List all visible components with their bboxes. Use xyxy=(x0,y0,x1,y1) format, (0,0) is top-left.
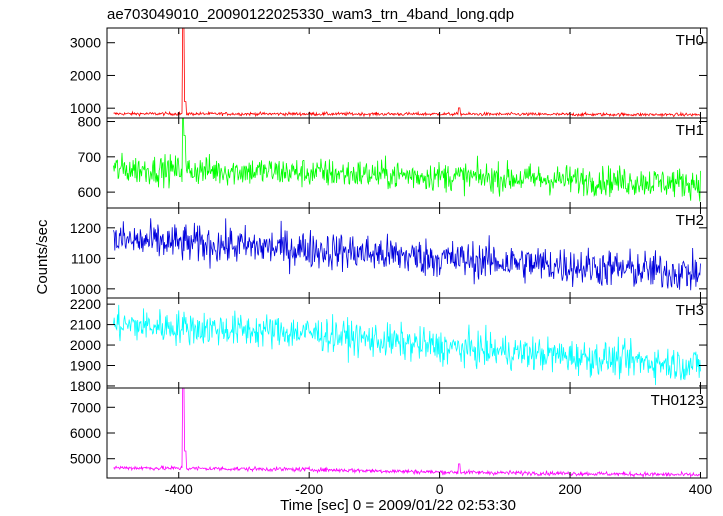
panels-group: 1000 2000 3000 TH0 600 700 800 TH1 1000 1100 1200 T… xyxy=(70,27,708,479)
y-tick-label: 700 xyxy=(78,149,102,165)
chart-title: ae703049010_20090122025330_wam3_trn_4ban… xyxy=(107,6,514,23)
y-tick-label: 5000 xyxy=(70,451,101,467)
y-tick-label: 800 xyxy=(78,114,102,130)
y-tick-label: 1800 xyxy=(70,378,101,394)
y-tick-label: 600 xyxy=(78,184,102,200)
y-tick-label: 1900 xyxy=(70,358,101,374)
y-tick-label: 2000 xyxy=(70,67,101,83)
x-tick-label: 0 xyxy=(436,481,444,497)
panel-th2: 1000 1100 1200 TH2 xyxy=(70,207,708,299)
y-tick-label: 6000 xyxy=(70,425,101,441)
x-axis-label: Time [sec] 0 = 2009/01/22 02:53:30 xyxy=(280,497,516,514)
x-axis-tick-labels: -400 -200 0 200 400 xyxy=(165,481,713,497)
series-line-th3 xyxy=(113,304,701,386)
x-tick-label: -400 xyxy=(165,481,193,497)
y-tick-label: 1000 xyxy=(70,100,101,116)
x-tick-label: 200 xyxy=(558,481,582,497)
y-tick-label: 1100 xyxy=(71,250,101,266)
panel-label-th0: TH0 xyxy=(676,32,704,49)
y-tick-label: 3000 xyxy=(70,35,101,51)
panel-label-th2: TH2 xyxy=(676,212,704,229)
panel-frame xyxy=(106,117,708,209)
panel-th1: 600 700 800 TH1 xyxy=(78,114,708,209)
series-line-th2 xyxy=(113,218,701,291)
x-tick-label: 400 xyxy=(689,481,713,497)
panel-frame xyxy=(106,27,708,119)
y-tick-label: 1200 xyxy=(70,220,101,236)
y-tick-label: 7000 xyxy=(70,399,101,415)
y-tick-label: 2100 xyxy=(70,317,101,333)
series-line-th0 xyxy=(113,28,701,118)
series-line-th1 xyxy=(113,118,701,202)
y-tick-label: 2200 xyxy=(70,296,101,312)
y-tick-label: 2000 xyxy=(70,337,101,353)
y-axis-label: Counts/sec xyxy=(34,219,51,295)
panel-frame xyxy=(106,387,708,479)
panel-th3: 1800 1900 2000 2100 2200 TH3 xyxy=(70,296,708,394)
series-line-th0123 xyxy=(113,388,701,478)
x-tick-label: -200 xyxy=(295,481,323,497)
panel-label-th3: TH3 xyxy=(676,302,704,319)
panel-label-th0123: TH0123 xyxy=(651,392,704,409)
panel-label-th1: TH1 xyxy=(676,122,704,139)
y-tick-label: 1000 xyxy=(70,281,101,297)
panel-th0: 1000 2000 3000 TH0 xyxy=(70,27,708,119)
panel-th0123: 5000 6000 7000 TH0123 xyxy=(70,387,708,479)
